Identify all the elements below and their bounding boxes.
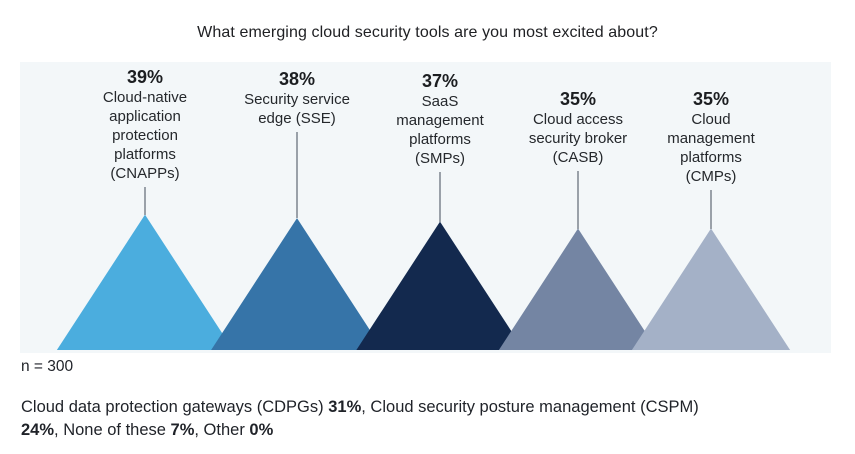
- triangle-5: [631, 228, 791, 350]
- triangle-1: [56, 214, 234, 350]
- connector-line: [577, 171, 579, 229]
- connector-line: [296, 132, 298, 219]
- connector-line: [144, 187, 146, 215]
- category-label: Cloud access security broker (CASB): [528, 111, 628, 166]
- chart-title: What emerging cloud security tools are y…: [197, 24, 658, 41]
- chart-column-3: 37% SaaS management platforms (SMPs): [365, 70, 515, 222]
- category-label: Cloud management platforms (CMPs): [667, 111, 755, 185]
- connector-line: [710, 190, 712, 229]
- chart-panel: 39% Cloud-native application protection plat…: [20, 62, 831, 353]
- chart-column-5: 35% Cloud management platforms (CMPs): [636, 88, 786, 229]
- value-label: 38%: [278, 69, 316, 89]
- triangle-chart: [56, 214, 791, 350]
- footnote-text: Cloud data protection gateways (CDPGs) 3…: [21, 398, 699, 439]
- value-label: 35%: [559, 89, 597, 109]
- value-label: 39%: [126, 67, 164, 87]
- sample-size-note: n = 300: [21, 358, 74, 375]
- category-label: SaaS management platforms (SMPs): [396, 93, 484, 167]
- connector-line: [439, 172, 441, 222]
- chart-column-4: 35% Cloud access security broker (CASB): [503, 88, 653, 229]
- triangle-3: [356, 221, 524, 350]
- category-label: Cloud-native application protection platfor…: [102, 89, 188, 182]
- triangle-2: [211, 218, 383, 350]
- value-label: 35%: [692, 89, 730, 109]
- category-label: Security service edge (SSE): [244, 91, 350, 127]
- triangle-4: [498, 228, 658, 350]
- chart-column-2: 38% Security service edge (SSE): [222, 68, 372, 219]
- value-label: 37%: [421, 71, 459, 91]
- chart-column-1: 39% Cloud-native application protection plat…: [70, 66, 220, 215]
